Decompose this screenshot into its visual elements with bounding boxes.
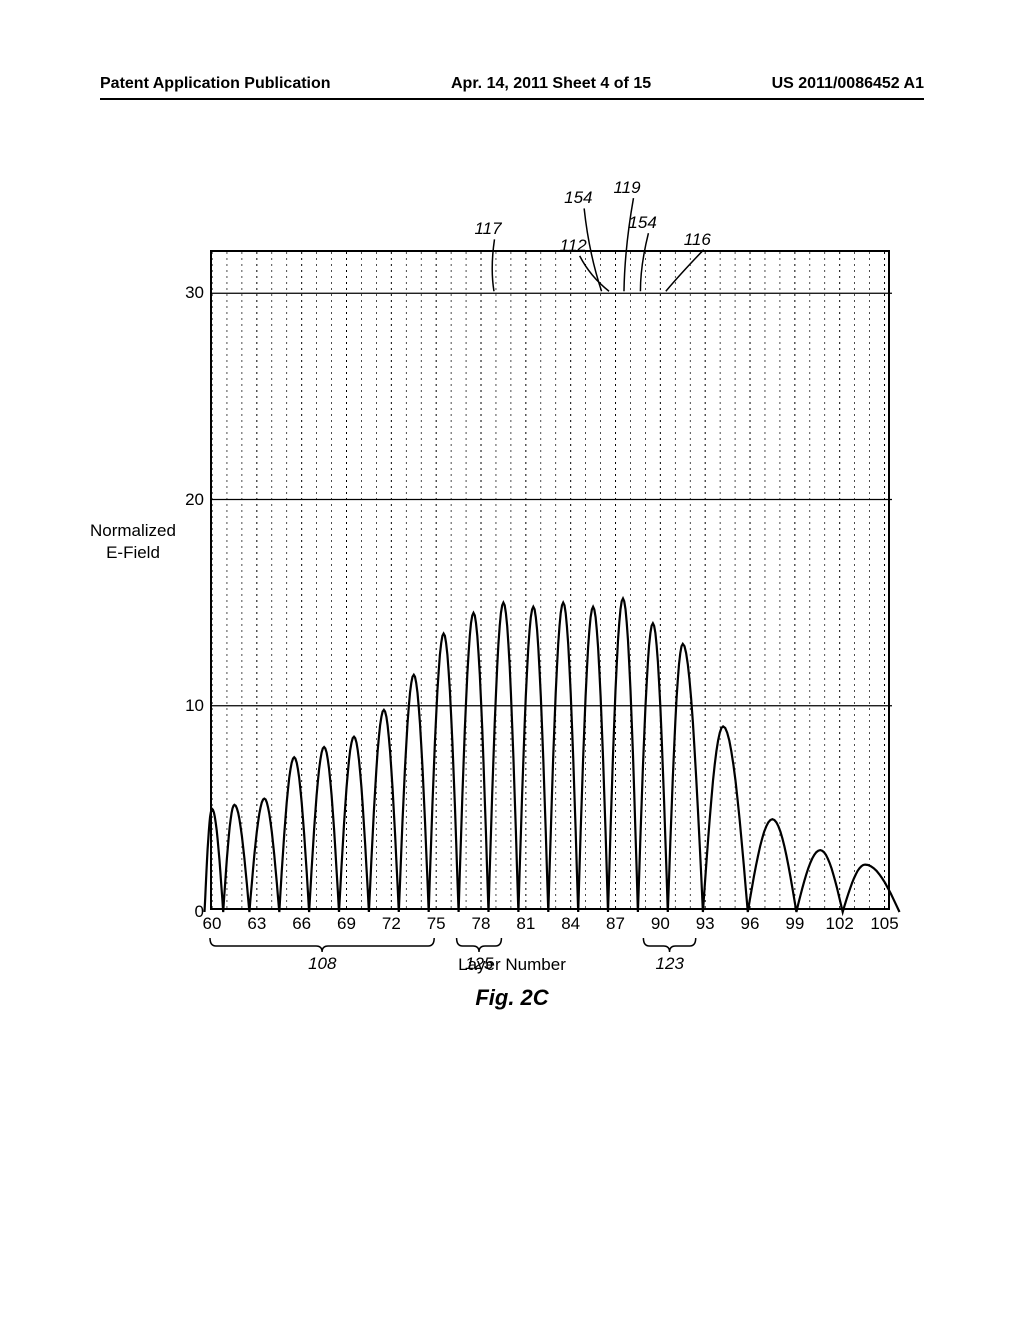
header-right: US 2011/0086452 A1 — [772, 75, 924, 93]
brace-label: 123 — [656, 954, 684, 974]
brace — [100, 180, 924, 1080]
header-left: Patent Application Publication — [100, 75, 331, 93]
header-center: Apr. 14, 2011 Sheet 4 of 15 — [451, 75, 651, 93]
header-rule — [100, 98, 924, 100]
page-header: Patent Application Publication Apr. 14, … — [0, 75, 1024, 93]
chart-container: Normalized E-Field 010203060636669727578… — [100, 180, 924, 1080]
